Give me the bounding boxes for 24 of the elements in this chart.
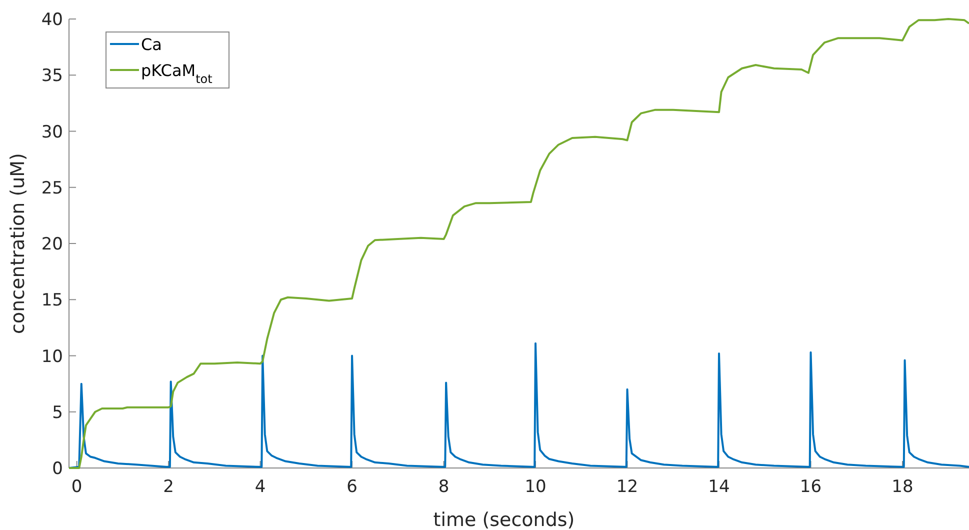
- y-tick-label: 40: [41, 10, 63, 30]
- x-tick-label: 18: [892, 477, 914, 497]
- x-tick-label: 4: [254, 477, 266, 497]
- y-tick-label: 0: [52, 459, 63, 479]
- y-tick-label: 25: [41, 178, 63, 198]
- x-tick-label: 6: [346, 477, 358, 497]
- x-tick-label: 12: [616, 477, 638, 497]
- x-tick-label: 10: [524, 477, 546, 497]
- legend-label: pKCaM$_{tot}$: [141, 61, 213, 86]
- y-tick-label: 15: [41, 290, 63, 311]
- y-tick-label: 5: [52, 402, 63, 423]
- x-tick-label: 16: [800, 477, 822, 497]
- y-tick-label: 30: [41, 122, 63, 142]
- x-tick-label: 14: [708, 477, 730, 497]
- x-axis-title: time (seconds): [433, 509, 575, 530]
- x-tick-label: 0: [71, 477, 82, 497]
- y-tick-label: 35: [41, 66, 63, 86]
- line-series: [68, 18, 969, 469]
- legend-label: Ca: [141, 35, 162, 54]
- y-tick-label: 20: [41, 234, 63, 254]
- x-tick-label: 2: [163, 477, 174, 497]
- x-tick-label: 8: [438, 477, 450, 497]
- y-axis-title: concentration (uM): [7, 153, 29, 334]
- y-tick-label: 10: [41, 346, 63, 367]
